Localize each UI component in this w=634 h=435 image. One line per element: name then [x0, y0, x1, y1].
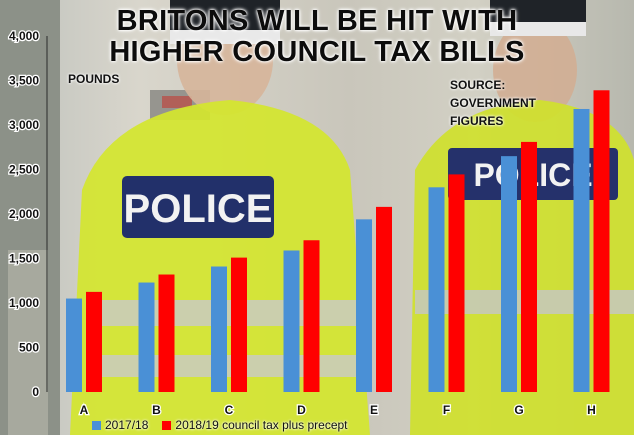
- bar-2018-B: [158, 274, 175, 392]
- x-axis: A B C D E F G H: [78, 402, 597, 419]
- legend-swatch-2018: [162, 420, 172, 430]
- chart-title-line-2: HIGHER COUNCIL TAX BILLS: [109, 36, 525, 68]
- legend-swatch-2017: [92, 420, 101, 430]
- bar-2017-C: [211, 266, 227, 392]
- x-tick-label: A: [80, 403, 89, 417]
- bar-2017-G: [501, 156, 517, 392]
- y-tick-label: 500: [19, 341, 39, 355]
- y-tick-label: 3,000: [9, 118, 39, 132]
- y-tick-label: 1,000: [9, 296, 39, 310]
- bar-2018-A: [86, 291, 102, 392]
- y-tick-label: 4,000: [9, 29, 39, 43]
- y-tick-label: 2,500: [9, 163, 39, 177]
- x-tick-label: H: [587, 403, 596, 417]
- legend-label-2018: 2018/19 council tax plus precept: [175, 418, 348, 432]
- bar-2017-D: [283, 250, 300, 392]
- bar-2018-H: [593, 90, 610, 392]
- bar-2017-A: [66, 298, 82, 392]
- source-line-2: GOVERNMENT: [450, 96, 537, 110]
- x-tick-label: C: [225, 403, 234, 417]
- y-tick-label: 1,500: [9, 252, 39, 266]
- x-tick-label: B: [152, 403, 161, 417]
- y-tick-label: 2,000: [9, 207, 39, 221]
- units-label: POUNDS: [68, 72, 120, 86]
- legend-item-2017: 2017/18: [92, 418, 148, 432]
- y-tick-label: 3,500: [9, 74, 39, 88]
- bar-2017-B: [138, 282, 155, 392]
- chart-title-line-1: BRITONS WILL BE HIT WITH: [116, 5, 518, 37]
- bar-2018-E: [376, 206, 392, 392]
- source-note: SOURCE: GOVERNMENT FIGURES: [450, 76, 560, 130]
- bar-2017-E: [356, 219, 372, 392]
- x-tick-label: E: [370, 403, 378, 417]
- x-tick-label: D: [297, 403, 306, 417]
- bar-2018-C: [231, 257, 247, 392]
- bar-2018-G: [521, 141, 537, 392]
- source-line-1: SOURCE:: [450, 78, 506, 92]
- y-axis: 0 500 1,000 1,500 2,000 2,500 3,000 3,500 4,000: [8, 28, 48, 400]
- legend-item-2018: 2018/19 council tax plus precept: [162, 418, 348, 432]
- bar-2017-H: [573, 108, 590, 392]
- bars: [66, 90, 610, 392]
- x-tick-label: G: [514, 403, 523, 417]
- legend-label-2017: 2017/18: [105, 418, 149, 432]
- x-tick-label: F: [443, 403, 450, 417]
- bar-2018-D: [303, 240, 320, 392]
- police-badge-left: [122, 176, 274, 238]
- source-line-3: FIGURES: [450, 114, 504, 128]
- bar-2017-F: [428, 187, 445, 392]
- y-tick-label: 0: [32, 385, 39, 399]
- svg-text:POLICE: POLICE: [124, 187, 273, 231]
- bar-2018-F: [448, 174, 465, 392]
- legend: 2017/18 2018/19 council tax plus precept: [92, 418, 362, 432]
